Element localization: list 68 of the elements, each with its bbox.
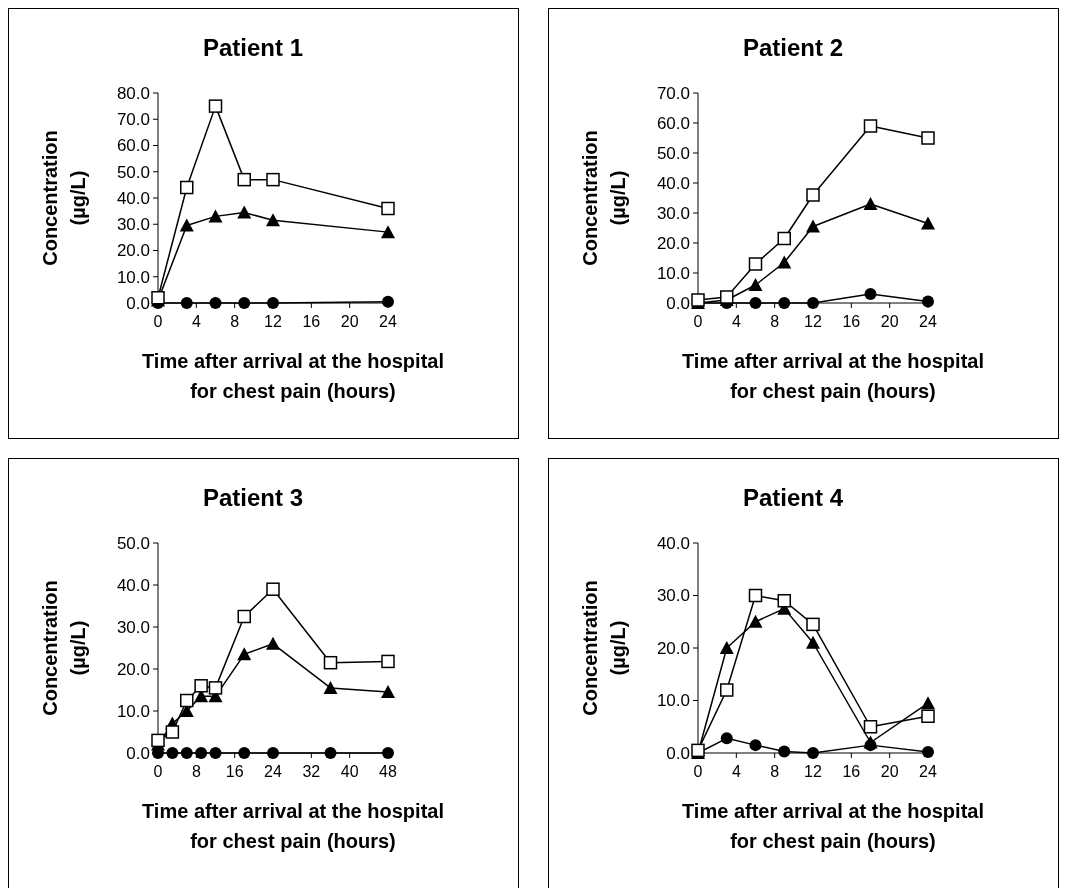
y-tick-label: 60.0 — [656, 113, 690, 133]
y-tick-label: 0.0 — [666, 743, 690, 763]
x-tick-label: 16 — [842, 313, 861, 330]
x-tick-label: 20 — [880, 763, 899, 780]
x-tick-label: 24 — [264, 763, 282, 780]
x-tick-label: 24 — [919, 763, 937, 780]
x-tick-label: 0 — [693, 763, 703, 780]
y-tick-label: 30.0 — [656, 203, 690, 223]
x-tick-label: 8 — [191, 763, 201, 780]
y-tick-label: 30.0 — [116, 617, 150, 637]
y-tick-label: 0.0 — [126, 743, 150, 763]
y-tick-label: 50.0 — [656, 143, 690, 163]
chart-title: Patient 4 — [742, 484, 844, 511]
x-tick-label: 0 — [153, 763, 163, 780]
x-tick-label: 20 — [340, 313, 359, 330]
x-tick-label: 4 — [731, 313, 741, 330]
x-tick-label: 24 — [379, 313, 397, 330]
x-tick-label: 20 — [880, 313, 899, 330]
y-tick-label: 20.0 — [656, 233, 690, 253]
x-tick-label: 32 — [302, 763, 321, 780]
y-tick-label: 10.0 — [656, 691, 690, 711]
y-tick-label: 10.0 — [116, 267, 150, 287]
x-tick-label: 0 — [693, 313, 703, 330]
x-tick-label: 8 — [770, 763, 780, 780]
x-tick-label: 4 — [731, 763, 741, 780]
x-tick-label: 16 — [842, 763, 861, 780]
y-tick-label: 70.0 — [116, 110, 150, 130]
x-tick-label: 12 — [804, 763, 822, 780]
y-tick-label: 30.0 — [116, 215, 150, 235]
y-tick-label: 40.0 — [656, 173, 690, 193]
y-tick-label: 10.0 — [656, 263, 690, 283]
x-tick-label: 12 — [804, 313, 822, 330]
y-axis-title: Concentration (µg/L) — [579, 580, 629, 716]
x-tick-label: 8 — [230, 313, 240, 330]
x-tick-label: 4 — [191, 313, 201, 330]
y-tick-label: 50.0 — [116, 533, 150, 553]
x-tick-label: 12 — [264, 313, 282, 330]
y-tick-label: 50.0 — [116, 162, 150, 182]
y-tick-label: 0.0 — [666, 293, 690, 313]
x-tick-label: 0 — [153, 313, 163, 330]
x-tick-label: 8 — [770, 313, 780, 330]
chart-title: Patient 3 — [202, 484, 304, 511]
y-axis-title: Concentration (µg/L) — [579, 130, 629, 266]
x-tick-label: 16 — [302, 313, 321, 330]
x-tick-label: 16 — [225, 763, 244, 780]
y-tick-label: 20.0 — [116, 659, 150, 679]
chart-title: Patient 2 — [742, 34, 844, 61]
y-tick-label: 20.0 — [116, 241, 150, 261]
y-tick-label: 80.0 — [116, 83, 150, 103]
chart-title: Patient 1 — [202, 34, 304, 61]
y-tick-label: 30.0 — [656, 586, 690, 606]
y-tick-label: 10.0 — [116, 701, 150, 721]
x-tick-label: 24 — [919, 313, 937, 330]
y-tick-label: 20.0 — [656, 638, 690, 658]
x-axis-title: Time after arrival at the hospital for chest pain (hours) — [682, 350, 984, 402]
y-tick-label: 0.0 — [126, 293, 150, 313]
y-tick-label: 70.0 — [656, 83, 690, 103]
y-axis-title: Concentration (µg/L) — [39, 130, 89, 266]
y-tick-label: 40.0 — [116, 188, 150, 208]
x-axis-title: Time after arrival at the hospital for chest pain (hours) — [142, 350, 444, 402]
y-tick-label: 40.0 — [656, 533, 690, 553]
x-axis-title: Time after arrival at the hospital for chest pain (hours) — [682, 800, 984, 852]
x-tick-label: 48 — [379, 763, 397, 780]
y-axis-title: Concentration (µg/L) — [39, 580, 89, 716]
y-tick-label: 40.0 — [116, 575, 150, 595]
x-axis-title: Time after arrival at the hospital for chest pain (hours) — [142, 800, 444, 852]
y-tick-label: 60.0 — [116, 136, 150, 156]
x-tick-label: 40 — [340, 763, 359, 780]
